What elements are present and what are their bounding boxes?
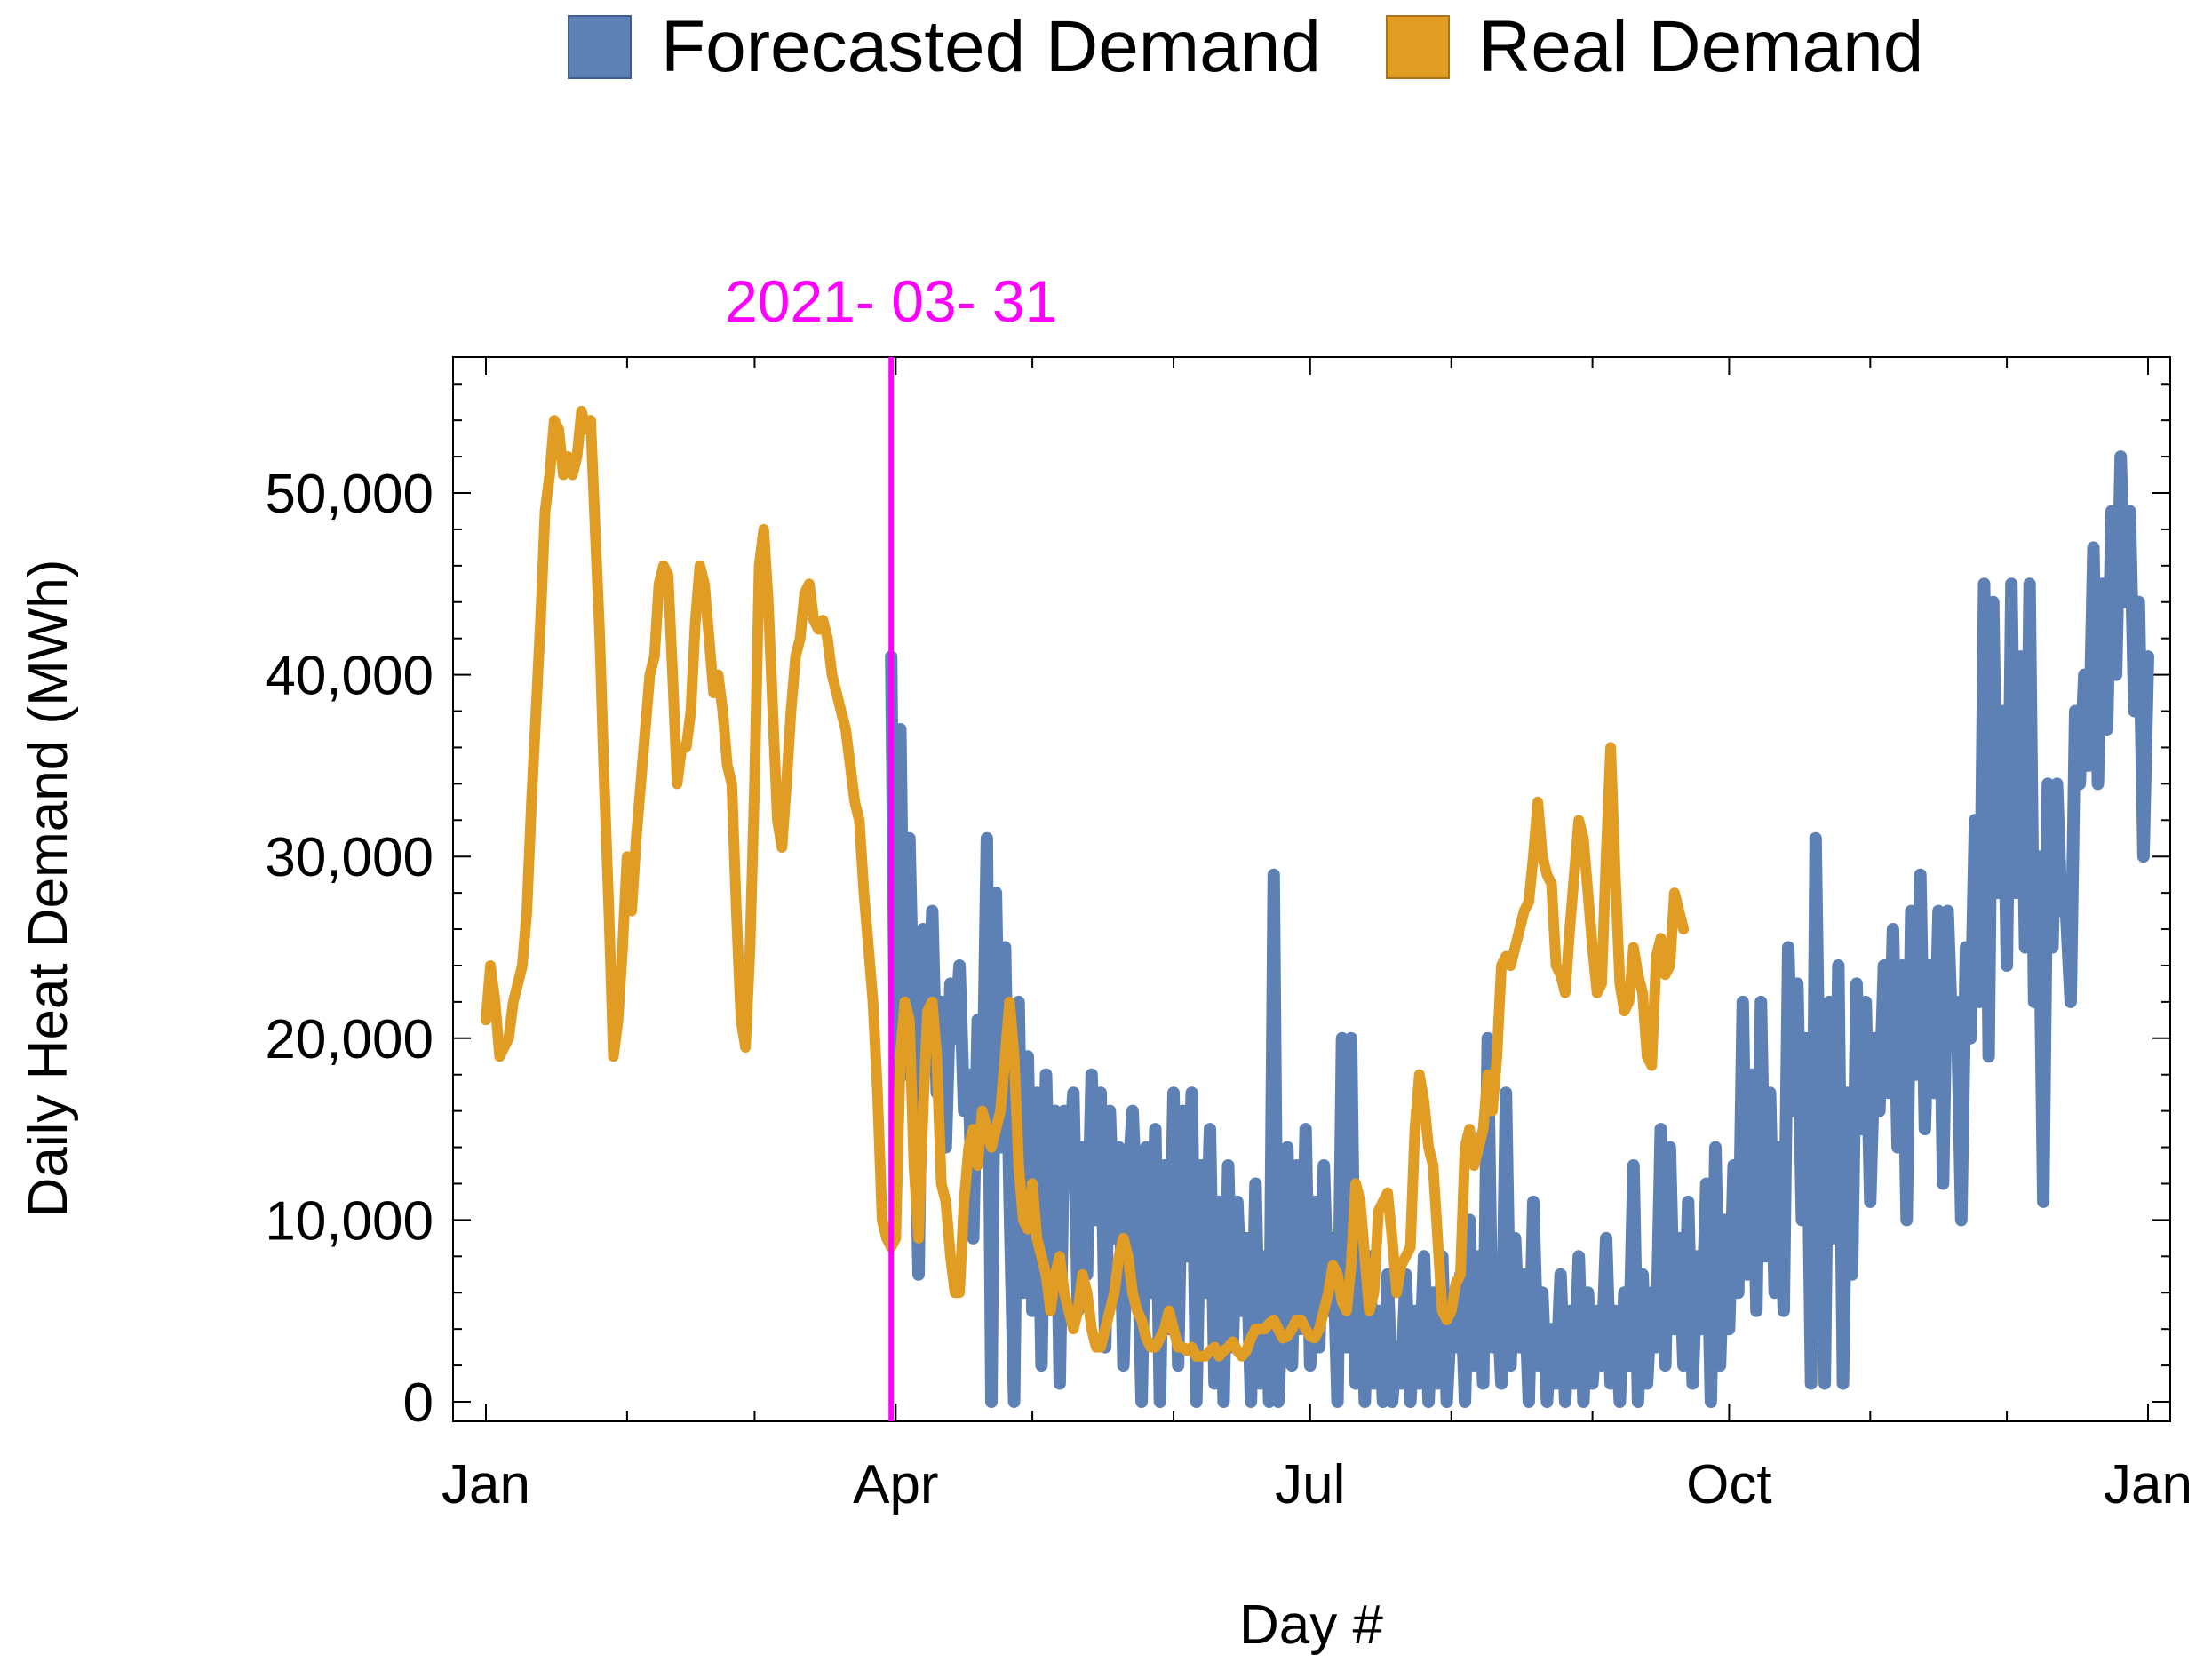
series-real-line (481, 405, 1690, 1362)
axis-ticks (453, 357, 2170, 1421)
y-tick-labels: 0 10,000 20,000 30,000 40,000 50,000 (265, 464, 434, 1434)
x-tick-label: Apr (853, 1454, 938, 1515)
x-tick-label: Jan (442, 1454, 530, 1515)
legend-swatch-forecasted (568, 15, 632, 79)
y-tick-label: 50,000 (265, 464, 434, 525)
series-layer (481, 405, 2154, 1408)
y-tick-label: 0 (403, 1372, 434, 1434)
x-axis-title: Day # (1239, 1594, 1383, 1656)
legend-label-forecasted: Forecasted Demand (661, 6, 1321, 87)
legend-swatch-real (1386, 15, 1450, 79)
plot-frame (452, 356, 2171, 1422)
x-tick-label: Oct (1686, 1454, 1771, 1515)
y-tick-label: 20,000 (265, 1009, 434, 1070)
annotation-label: 2021- 03- 31 (725, 268, 1057, 334)
y-tick-label: 10,000 (265, 1190, 434, 1252)
series-forecasted-line (885, 450, 2154, 1408)
x-tick-label: Jan (2104, 1454, 2192, 1515)
y-tick-label: 30,000 (265, 827, 434, 888)
y-axis-title: Daily Heat Demand (MWh) (18, 560, 79, 1218)
x-tick-label: Jul (1275, 1454, 1345, 1515)
legend-label-real: Real Demand (1478, 6, 1923, 87)
y-tick-label: 40,000 (265, 646, 434, 707)
legend: Forecasted Demand Real Demand (568, 6, 1923, 87)
x-tick-labels: Jan Apr Jul Oct Jan (442, 1454, 2192, 1515)
